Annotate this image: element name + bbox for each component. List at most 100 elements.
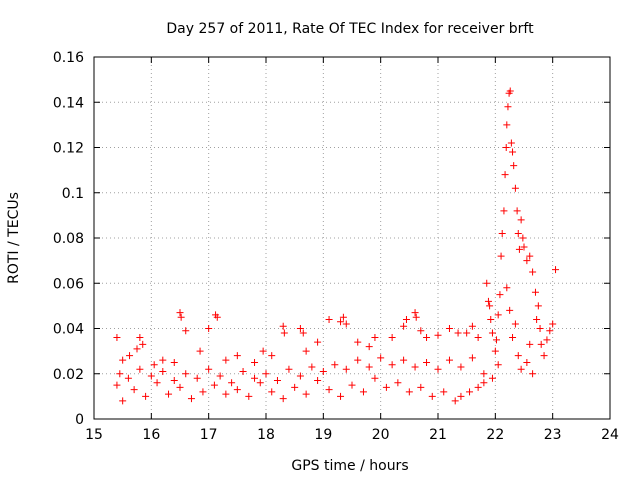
roti-point bbox=[434, 331, 442, 339]
roti-point bbox=[501, 171, 509, 179]
roti-point bbox=[451, 397, 459, 405]
roti-point bbox=[523, 257, 531, 265]
roti-point bbox=[210, 381, 218, 389]
roti-point bbox=[405, 388, 413, 396]
y-tick-label: 0.16 bbox=[53, 50, 84, 66]
roti-point bbox=[514, 352, 522, 360]
roti-point bbox=[285, 365, 293, 373]
roti-point bbox=[506, 306, 514, 314]
roti-point bbox=[113, 334, 121, 342]
roti-point bbox=[126, 352, 134, 360]
roti-point bbox=[354, 356, 362, 364]
roti-point bbox=[119, 356, 127, 364]
roti-point bbox=[296, 372, 304, 380]
y-tick-label: 0.14 bbox=[53, 95, 84, 111]
x-axis-label: GPS time / hours bbox=[291, 458, 408, 474]
roti-point bbox=[457, 363, 465, 371]
roti-point bbox=[130, 386, 138, 394]
x-tick-label: 23 bbox=[544, 427, 562, 443]
roti-point bbox=[454, 329, 462, 337]
roti-point bbox=[314, 377, 322, 385]
x-tick-label: 16 bbox=[142, 427, 160, 443]
roti-point bbox=[457, 392, 465, 400]
roti-point bbox=[165, 390, 173, 398]
roti-point bbox=[494, 361, 502, 369]
roti-point bbox=[279, 322, 287, 330]
roti-point bbox=[113, 381, 121, 389]
roti-point bbox=[216, 372, 224, 380]
roti-point bbox=[259, 347, 267, 355]
roti-point bbox=[515, 245, 523, 253]
roti-point bbox=[474, 383, 482, 391]
roti-point bbox=[494, 311, 502, 319]
roti-point bbox=[411, 309, 419, 317]
roti-point bbox=[523, 358, 531, 366]
roti-point bbox=[491, 347, 499, 355]
roti-point bbox=[504, 103, 512, 111]
roti-point bbox=[233, 352, 241, 360]
roti-point bbox=[159, 367, 167, 375]
roti-point bbox=[480, 379, 488, 387]
roti-point bbox=[245, 392, 253, 400]
roti-point bbox=[474, 334, 482, 342]
roti-point bbox=[468, 322, 476, 330]
roti-point bbox=[319, 367, 327, 375]
roti-point bbox=[251, 374, 259, 382]
roti-point bbox=[199, 388, 207, 396]
roti-point bbox=[262, 370, 270, 378]
roti-point bbox=[273, 377, 281, 385]
roti-point bbox=[509, 334, 517, 342]
roti-point bbox=[133, 345, 141, 353]
roti-point bbox=[484, 297, 492, 305]
roti-point bbox=[468, 354, 476, 362]
roti-point bbox=[371, 334, 379, 342]
roti-point bbox=[342, 320, 350, 328]
roti-point bbox=[299, 329, 307, 337]
roti-point bbox=[308, 363, 316, 371]
roti-point bbox=[182, 370, 190, 378]
grid-lines bbox=[94, 57, 610, 419]
roti-point bbox=[339, 313, 347, 321]
roti-point bbox=[483, 279, 491, 287]
roti-point bbox=[534, 302, 542, 310]
roti-point bbox=[296, 325, 304, 332]
data-points bbox=[113, 87, 560, 405]
roti-point bbox=[517, 365, 525, 373]
roti-point bbox=[497, 252, 505, 260]
roti-point bbox=[139, 340, 147, 348]
x-tick-label: 15 bbox=[85, 427, 103, 443]
roti-point bbox=[546, 327, 554, 335]
roti-point bbox=[119, 397, 127, 405]
roti-point bbox=[517, 216, 525, 224]
roti-point bbox=[337, 318, 345, 326]
roti-point bbox=[222, 390, 230, 398]
roti-point bbox=[354, 338, 362, 346]
roti-point bbox=[251, 358, 259, 366]
roti-point bbox=[463, 329, 471, 337]
roti-point bbox=[325, 315, 333, 323]
y-axis-label: ROTI / TECUs bbox=[6, 192, 22, 284]
roti-point bbox=[136, 365, 144, 373]
roti-point bbox=[228, 379, 236, 387]
roti-point bbox=[526, 252, 534, 260]
roti-point bbox=[142, 392, 150, 400]
roti-point bbox=[503, 284, 511, 292]
roti-point bbox=[182, 327, 190, 335]
roti-point bbox=[500, 207, 508, 215]
roti-point bbox=[331, 361, 339, 369]
y-tick-label: 0.06 bbox=[53, 276, 84, 292]
roti-point bbox=[147, 372, 155, 380]
roti-point bbox=[222, 356, 230, 364]
roti-point bbox=[417, 327, 425, 335]
roti-point bbox=[136, 334, 144, 342]
roti-point bbox=[509, 148, 517, 156]
roti-point bbox=[394, 379, 402, 387]
y-tick-label: 0.02 bbox=[53, 367, 84, 383]
roti-point bbox=[510, 162, 518, 170]
roti-point bbox=[486, 302, 494, 310]
roti-point bbox=[531, 288, 539, 296]
roti-point bbox=[536, 325, 544, 332]
roti-point bbox=[256, 379, 264, 387]
roti-point bbox=[411, 363, 419, 371]
